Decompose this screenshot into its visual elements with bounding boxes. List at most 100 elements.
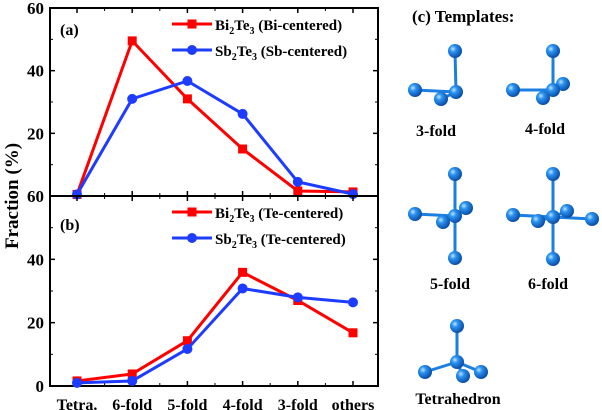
legend-text-part: (Sb-centered)	[257, 44, 347, 60]
legend-text-part: Sb	[215, 232, 232, 248]
data-point	[127, 375, 138, 386]
legend-text-part: Bi	[215, 18, 229, 34]
y-tick-label: 0	[36, 377, 45, 396]
atom	[450, 355, 464, 369]
y-tick-label: 60	[27, 187, 44, 206]
series-line	[76, 270, 354, 383]
y-axis-label: Fraction (%)	[2, 143, 23, 249]
legend-text-part: Bi	[215, 206, 229, 222]
y-tick-label: 40	[27, 62, 44, 81]
atom	[449, 85, 463, 99]
template-4-fold: 4-fold	[506, 44, 570, 138]
atom	[450, 319, 464, 333]
legend-marker	[187, 207, 197, 217]
legend-text-part: 2	[232, 52, 237, 63]
atom	[436, 215, 450, 229]
y-tick-label: 20	[27, 124, 44, 143]
series-line	[75, 79, 354, 196]
atom	[434, 92, 448, 106]
template-label: 4-fold	[525, 121, 565, 138]
templates-title: (c) Templates:	[412, 7, 514, 26]
atom	[546, 44, 560, 58]
y-tick-label: 20	[27, 314, 44, 333]
x-tick-label: 6-fold	[112, 397, 152, 410]
legend-text-part: (Bi-centered)	[254, 18, 342, 34]
data-point	[237, 283, 248, 294]
legend-text-part: Sb	[215, 44, 232, 60]
template-3-fold: 3-fold	[408, 44, 463, 140]
data-point	[238, 144, 248, 154]
data-point	[182, 336, 192, 346]
atom	[456, 369, 470, 383]
plot-frame	[49, 195, 379, 387]
template-label: Tetrahedron	[415, 391, 500, 408]
legend-text-part: 2	[229, 26, 234, 37]
data-point	[127, 36, 137, 46]
legend-text-part: (Te-centered)	[254, 206, 343, 222]
data-point	[127, 93, 138, 104]
atom	[448, 251, 462, 265]
y-tick-label: 60	[27, 0, 44, 18]
atom	[536, 91, 550, 105]
data-point	[182, 94, 192, 104]
data-point	[348, 328, 358, 338]
legend-text-part: 3	[252, 52, 257, 63]
x-tick-label: 4-fold	[223, 397, 263, 410]
data-point	[238, 267, 248, 277]
data-point	[293, 186, 303, 196]
legend-text-part: 2	[229, 214, 234, 225]
data-point	[182, 76, 193, 87]
atom	[506, 83, 520, 97]
legend-text-part: Te	[237, 232, 253, 248]
atom	[448, 209, 462, 223]
panel-b: Bi2Te3 (Te-centered)Sb2Te3 (Te-centered)	[49, 195, 379, 388]
data-point	[292, 176, 303, 187]
atom	[585, 212, 599, 226]
data-point	[348, 297, 358, 308]
plot-frame	[49, 7, 379, 197]
atom	[506, 208, 520, 222]
data-point	[292, 292, 303, 303]
x-tick-label: 3-fold	[278, 397, 318, 410]
data-point	[72, 377, 82, 388]
atom	[459, 201, 473, 215]
data-point	[127, 369, 137, 379]
panel-label: (a)	[60, 22, 79, 39]
template-5-fold: 5-fold	[408, 167, 473, 293]
legend-label: Sb2Te3 (Te-centered)	[215, 232, 346, 251]
legend-marker	[187, 19, 197, 29]
series-line	[76, 286, 354, 385]
template-6-fold: 6-fold	[506, 167, 599, 293]
atom	[408, 207, 422, 221]
legend-text-part: 3	[249, 214, 254, 225]
atom	[448, 167, 462, 181]
template-label: 3-fold	[416, 123, 456, 140]
series-line	[75, 38, 354, 195]
x-tick-label: 5-fold	[167, 397, 207, 410]
x-tick-label: Tetra.	[57, 397, 98, 410]
panel-label: (b)	[60, 217, 80, 234]
legend-text-part: 3	[249, 26, 254, 37]
atom	[531, 214, 545, 228]
atom	[546, 210, 560, 224]
atom	[546, 252, 560, 266]
x-tick-label: others	[332, 397, 375, 410]
atom	[474, 365, 488, 379]
panel-a: Bi2Te3 (Bi-centered)Sb2Te3 (Sb-centered)	[49, 7, 379, 200]
template-label: 5-fold	[430, 276, 470, 293]
legend-marker	[187, 233, 197, 243]
legend-label: Sb2Te3 (Sb-centered)	[215, 44, 347, 63]
data-point	[182, 343, 193, 354]
legend-text-part: Te	[234, 18, 250, 34]
atom	[448, 44, 462, 58]
legend-label: Bi2Te3 (Te-centered)	[215, 206, 343, 225]
legend-text-part: Te	[234, 206, 250, 222]
legend-label: Bi2Te3 (Bi-centered)	[215, 18, 342, 37]
atom	[546, 167, 560, 181]
y-tick-label: 40	[27, 250, 44, 269]
legend-marker	[187, 45, 197, 55]
data-point	[237, 108, 248, 119]
template-label: 6-fold	[528, 276, 568, 293]
